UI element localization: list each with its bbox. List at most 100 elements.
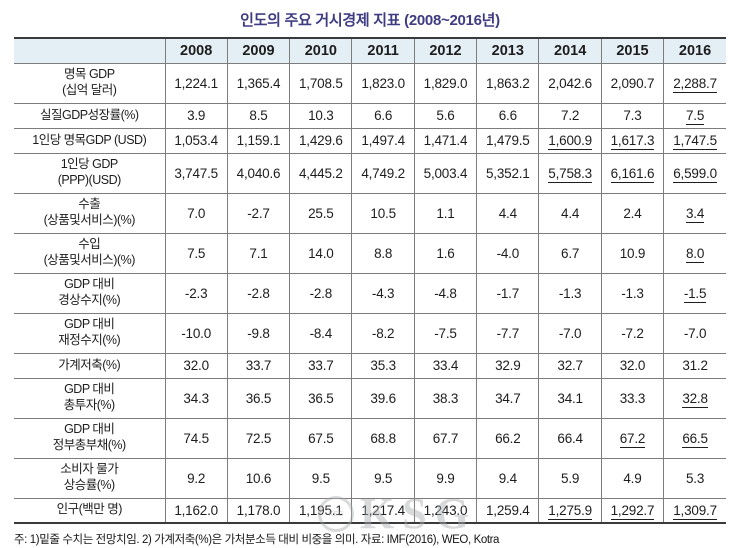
value-cell: -1.7: [476, 272, 540, 314]
value-cell: 4.9: [600, 457, 665, 499]
value-cell: 4,040.6: [226, 152, 291, 194]
row-label-line: 정부총부채(%): [52, 438, 126, 452]
value-cell: 4.4: [538, 192, 602, 234]
value-text: 66.4: [557, 430, 583, 446]
value-cell: 4,445.2: [289, 152, 353, 194]
value-text: 9.9: [436, 470, 455, 486]
value-cell: 1,275.9: [538, 497, 602, 524]
row-label-line: 명목 GDP: [63, 67, 115, 82]
value-cell: -7.0: [538, 312, 602, 354]
value-cell: 34.7: [476, 377, 540, 419]
value-text: -8.2: [371, 325, 395, 341]
table-row: GDP 대비 정부총부채(%) 74.5 72.5 67.5 68.8 67.7 66.2 66…: [14, 417, 726, 459]
value-text: 6.6: [374, 108, 393, 123]
value-cell: 1,309.7: [663, 497, 726, 524]
value-text: 68.8: [370, 430, 396, 446]
value-cell: 1,259.4: [476, 497, 540, 524]
row-label-line: (상품및서비스)(%): [43, 213, 136, 227]
value-text: 32.7: [557, 358, 583, 373]
value-text: -7.0: [683, 325, 707, 341]
value-text: -4.8: [434, 285, 457, 301]
value-cell: 33.3: [600, 377, 665, 419]
value-cell: -2.8: [289, 272, 353, 314]
value-cell: 5.6: [413, 102, 478, 129]
value-text: 66.5: [682, 430, 708, 448]
value-text: 74.5: [183, 430, 209, 446]
value-text: 4.9: [623, 470, 642, 486]
value-cell: 1,471.4: [413, 127, 478, 154]
value-cell: -10.0: [164, 312, 228, 354]
value-text: 1,471.4: [423, 133, 468, 148]
value-cell: -7.2: [600, 312, 665, 354]
value-text: 1,217.4: [361, 502, 405, 518]
value-cell: 9.5: [289, 457, 353, 499]
row-label-line: 소비자 물가: [60, 462, 119, 477]
value-text: 9.5: [374, 470, 393, 486]
row-label-line: GDP 대비: [64, 422, 115, 437]
value-cell: 10.9: [600, 232, 665, 274]
value-cell: 5,352.1: [476, 152, 540, 194]
row-label: 가계저축(%): [14, 352, 166, 379]
page-title: 인도의 주요 거시경제 지표 (2008~2016년): [240, 12, 500, 29]
value-text: 3.4: [685, 205, 705, 223]
value-text: 10.6: [245, 470, 272, 486]
value-text: 7.2: [561, 108, 580, 123]
row-label-line: (십억 달러): [62, 83, 117, 97]
value-text: 1,497.4: [361, 133, 405, 148]
value-text: -1.7: [496, 285, 520, 301]
value-cell: 6.6: [351, 102, 415, 129]
row-label: 수출 (상품및서비스)(%): [14, 192, 166, 234]
value-text: 31.2: [682, 358, 708, 373]
value-cell: 2,288.7: [663, 62, 726, 104]
value-text: 34.7: [495, 390, 521, 406]
row-label: 명목 GDP (십억 달러): [14, 62, 166, 104]
value-cell: 1,195.1: [289, 497, 353, 524]
year-header: 2015: [600, 37, 665, 64]
table-row: 인구(백만 명) 1,162.0 1,178.0 1,195.1 1,217.4 1,24…: [14, 497, 726, 524]
row-label-line: 수입: [78, 237, 101, 252]
value-text: 6.6: [498, 108, 517, 123]
value-text: 34.1: [557, 390, 583, 406]
value-cell: 32.0: [164, 352, 228, 379]
year-header: 2009: [226, 37, 291, 64]
value-text: 36.5: [245, 390, 272, 406]
value-text: 1,600.9: [548, 133, 592, 150]
row-label: 수입 (상품및서비스)(%): [14, 232, 166, 274]
table-row: 실질GDP성장률(%) 3.9 8.5 10.3 6.6 5.6 6.6 7.2 7.3 7.5: [14, 102, 726, 129]
value-text: -1.5: [683, 285, 707, 303]
value-cell: -2.3: [164, 272, 228, 314]
value-cell: 7.0: [164, 192, 228, 234]
value-text: 4,749.2: [361, 165, 405, 181]
value-cell: 5.9: [538, 457, 602, 499]
value-cell: 66.4: [538, 417, 602, 459]
value-text: 7.5: [685, 108, 705, 125]
value-cell: 33.7: [226, 352, 291, 379]
value-cell: 5.3: [663, 457, 726, 499]
row-label-line: 수출: [78, 197, 101, 212]
year-header: 2008: [164, 37, 228, 64]
value-cell: 1,617.3: [600, 127, 665, 154]
value-text: 10.5: [370, 205, 396, 221]
value-cell: 3.4: [663, 192, 726, 234]
value-cell: 1,823.0: [351, 62, 415, 104]
value-cell: 1,224.1: [164, 62, 228, 104]
value-cell: 25.5: [289, 192, 353, 234]
year-header: 2012: [413, 37, 478, 64]
value-text: -7.2: [621, 325, 644, 341]
value-cell: 34.3: [164, 377, 228, 419]
value-cell: 7.5: [164, 232, 228, 274]
value-cell: 1,747.5: [663, 127, 726, 154]
value-text: 1,708.5: [298, 75, 343, 91]
value-cell: 8.5: [226, 102, 291, 129]
value-cell: -2.8: [226, 272, 291, 314]
value-cell: 1,708.5: [289, 62, 353, 104]
value-cell: -4.8: [413, 272, 478, 314]
value-cell: 31.2: [663, 352, 726, 379]
value-text: 7.5: [187, 245, 206, 261]
value-text: 6,161.6: [610, 165, 655, 183]
value-cell: 1,243.0: [413, 497, 478, 524]
value-text: -4.0: [496, 245, 520, 261]
value-text: 8.5: [249, 108, 268, 123]
value-cell: 8.8: [351, 232, 415, 274]
value-text: 35.3: [370, 358, 396, 373]
